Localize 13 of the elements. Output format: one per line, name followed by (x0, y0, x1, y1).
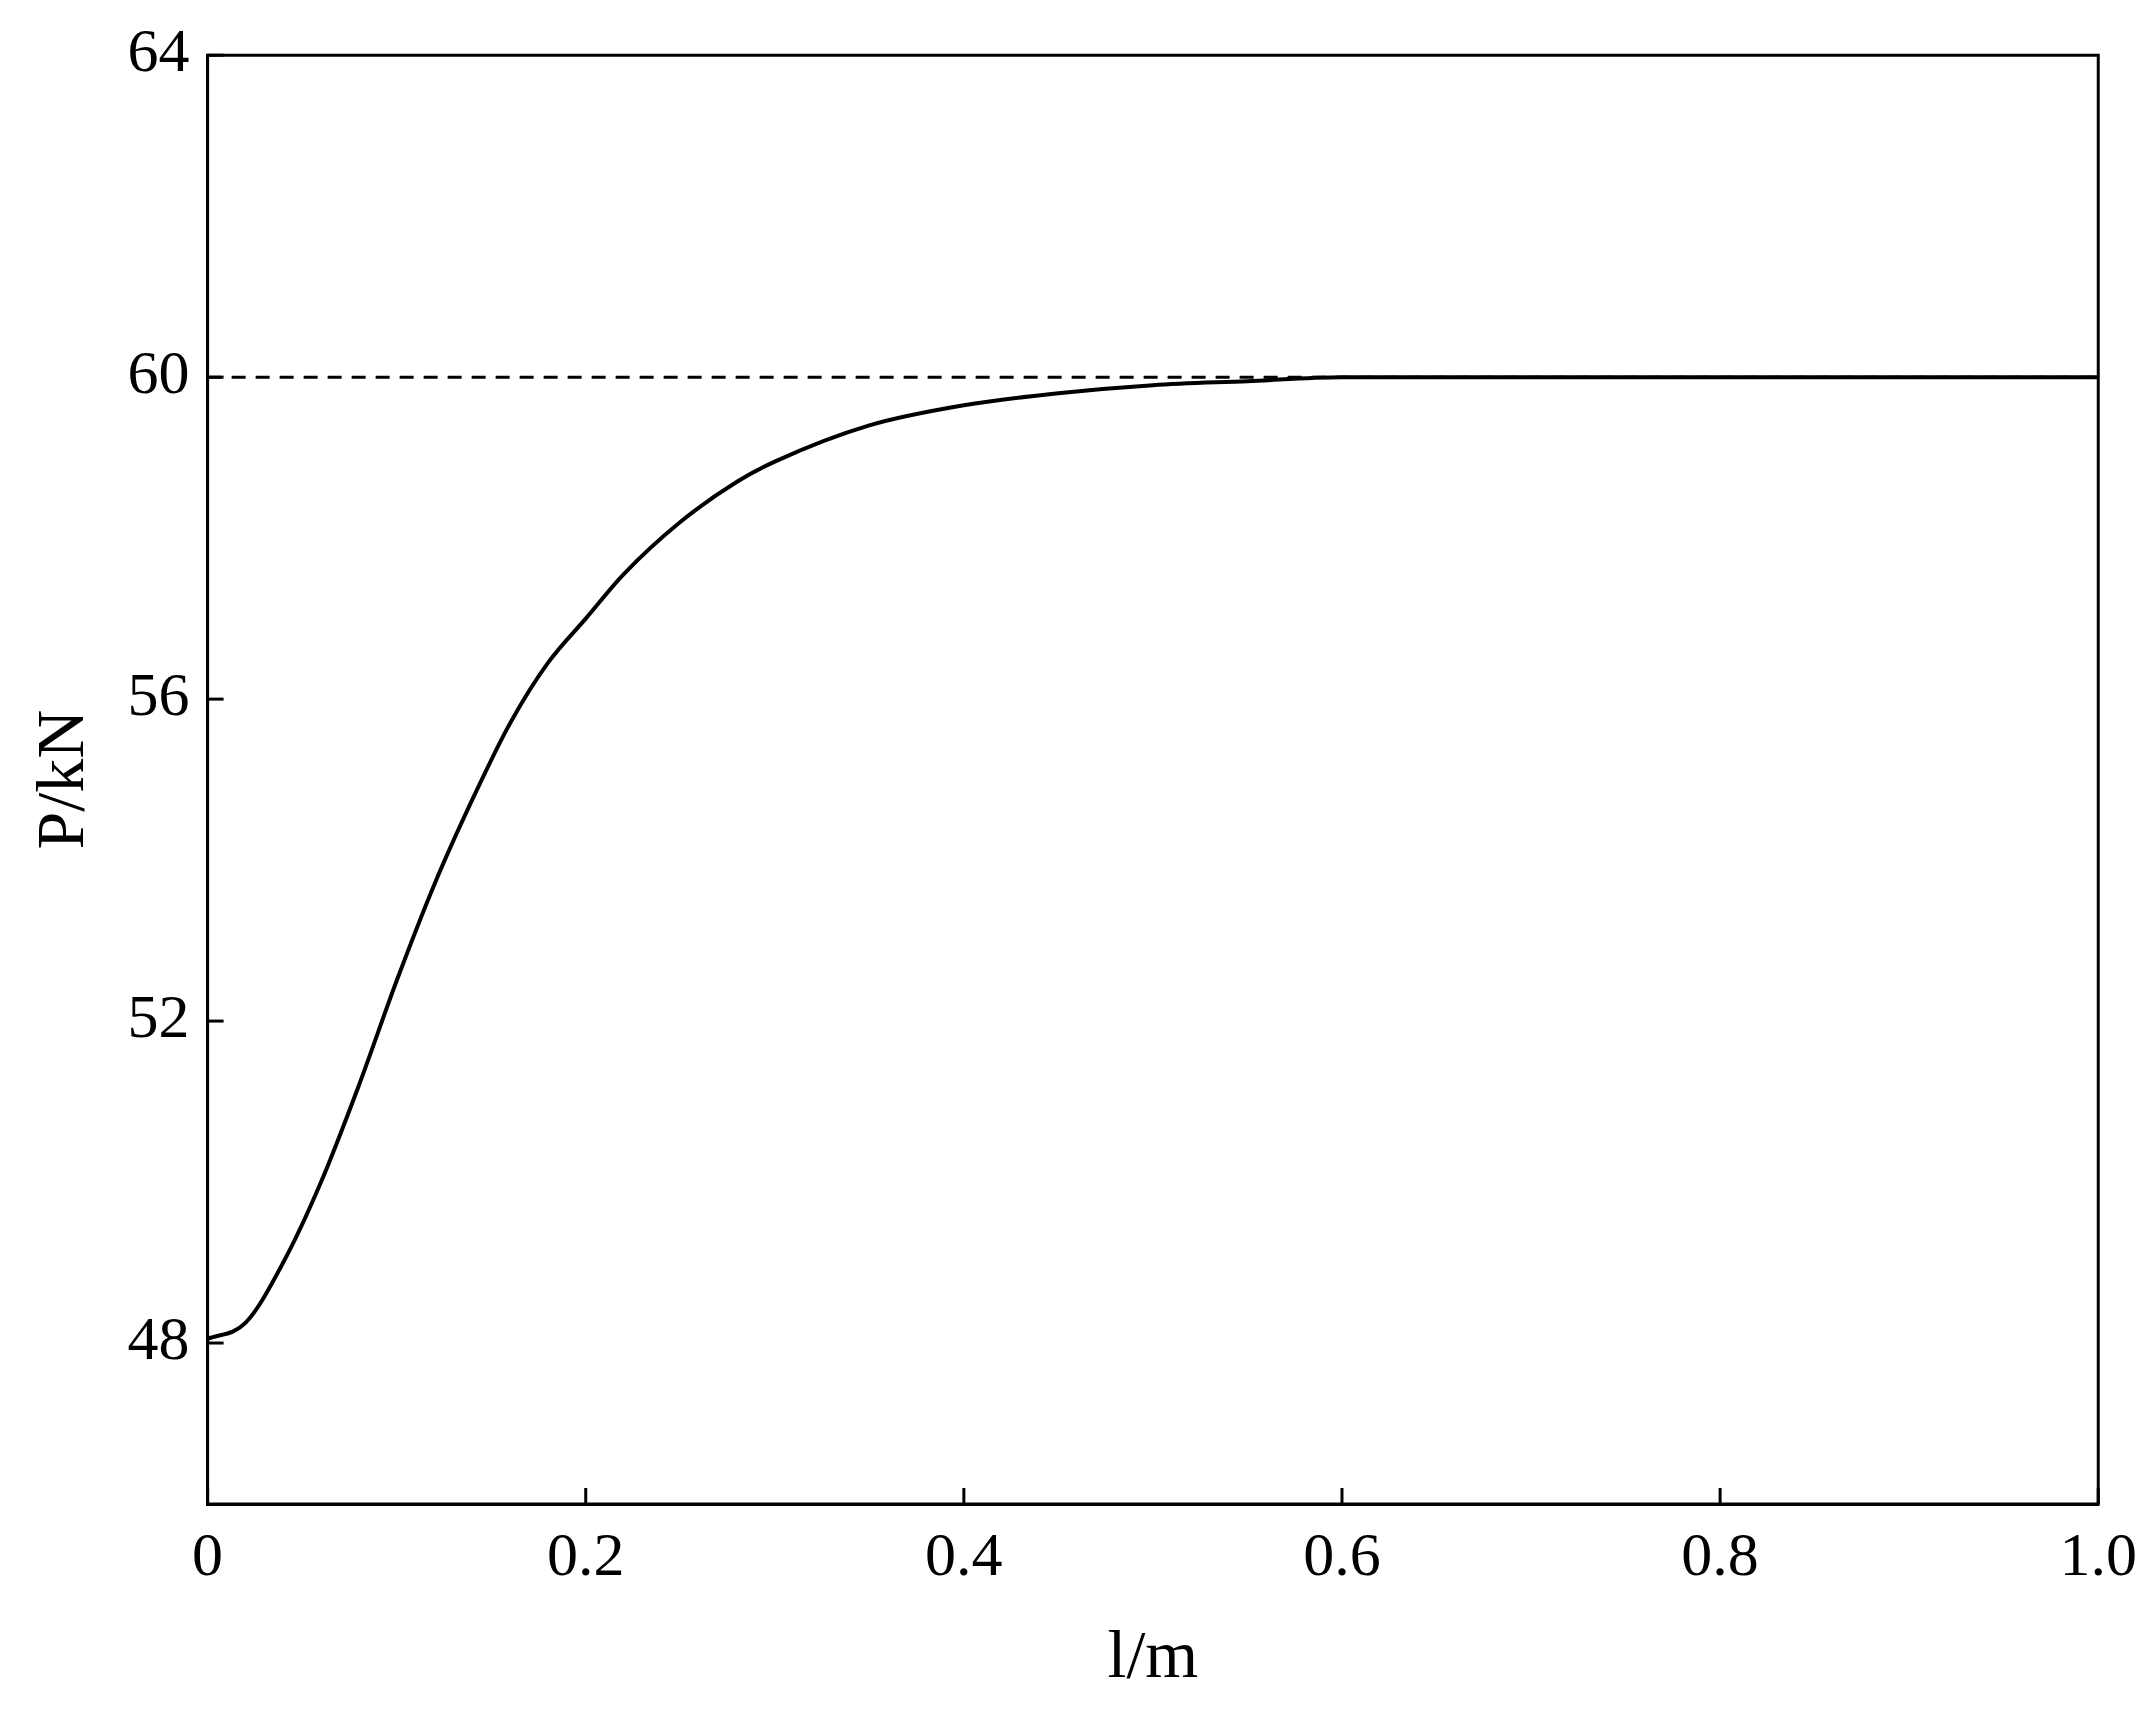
y-tick-label: 48 (127, 1304, 190, 1373)
y-tick-label: 60 (127, 338, 190, 407)
x-tick-label: 1.0 (2059, 1520, 2137, 1589)
x-tick-label: 0.2 (546, 1520, 625, 1589)
y-tick-label: 52 (127, 982, 190, 1051)
x-tick-label: 0.6 (1303, 1520, 1381, 1589)
y-tick-label: 64 (127, 16, 190, 85)
y-axis-title: P/kN (21, 709, 98, 850)
x-tick-label: 0 (192, 1520, 224, 1589)
x-tick-label: 0.4 (925, 1520, 1003, 1589)
x-tick-label: 0.8 (1681, 1520, 1759, 1589)
y-tick-label: 56 (127, 660, 190, 729)
x-axis-title: l/m (1107, 1616, 1199, 1693)
